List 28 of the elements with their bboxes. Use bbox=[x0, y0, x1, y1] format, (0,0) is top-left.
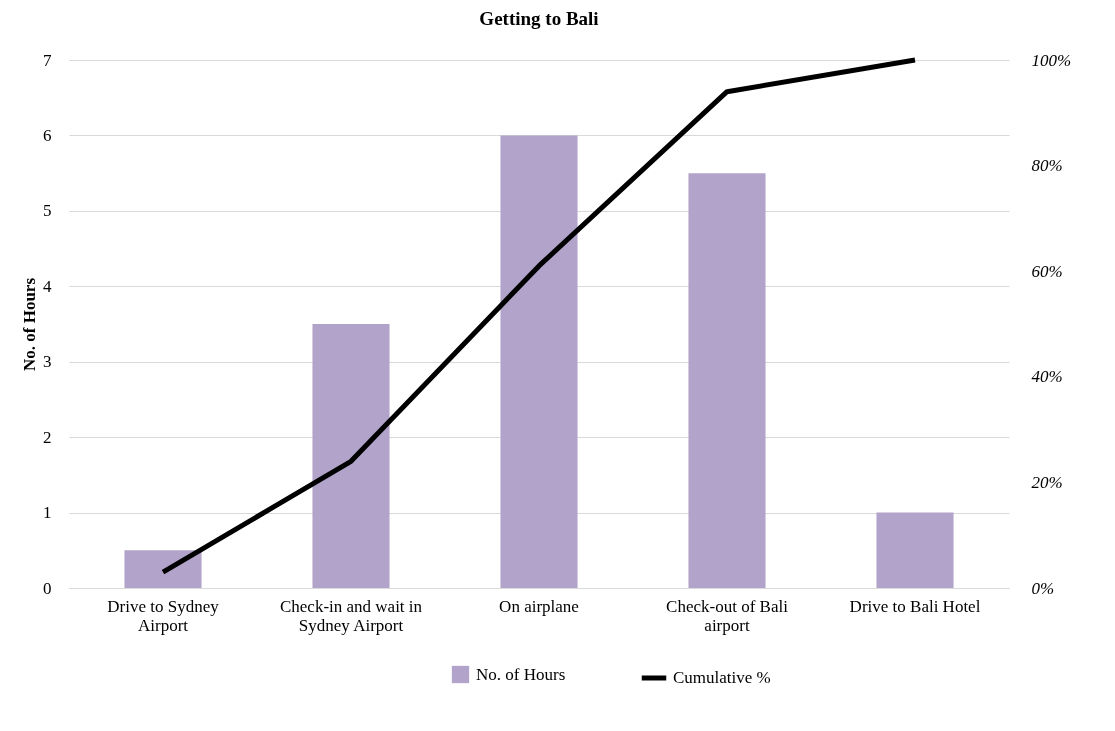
y-tick-label: 7 bbox=[43, 50, 52, 70]
y2-tick-label: 80% bbox=[1031, 156, 1063, 176]
bar bbox=[312, 324, 390, 588]
x-tick-label: Check-in and wait in Sydney Airport bbox=[279, 596, 423, 635]
x-tick-label: Check-out of Bali airport bbox=[666, 596, 789, 635]
chart-title: Getting to Bali bbox=[479, 8, 599, 29]
y2-tick-label: 0% bbox=[1031, 578, 1055, 598]
y-tick-label: 6 bbox=[43, 125, 52, 145]
legend-label: No. of Hours bbox=[476, 664, 566, 684]
y-tick-label: 3 bbox=[43, 352, 52, 372]
y2-tick-label: 100% bbox=[1031, 50, 1072, 70]
bar bbox=[688, 173, 766, 588]
bar bbox=[500, 135, 578, 588]
y2-tick-label: 40% bbox=[1031, 367, 1063, 387]
y-tick-label: 2 bbox=[43, 427, 52, 447]
x-tick-label: Drive to Bali Hotel bbox=[849, 596, 981, 616]
y2-tick-label: 20% bbox=[1031, 472, 1063, 492]
legend-label: Cumulative % bbox=[673, 668, 771, 687]
x-tick-label: On airplane bbox=[499, 596, 579, 616]
bar bbox=[876, 512, 954, 588]
x-tick-label: Drive to Sydney Airport bbox=[107, 596, 220, 635]
y-tick-label: 0 bbox=[43, 578, 52, 598]
y-axis-title: No. of Hours bbox=[20, 277, 39, 372]
bar bbox=[124, 550, 202, 588]
y2-tick-label: 60% bbox=[1031, 261, 1063, 281]
y-tick-label: 5 bbox=[43, 201, 52, 221]
y-tick-label: 1 bbox=[43, 503, 52, 523]
y-tick-label: 4 bbox=[43, 276, 52, 296]
